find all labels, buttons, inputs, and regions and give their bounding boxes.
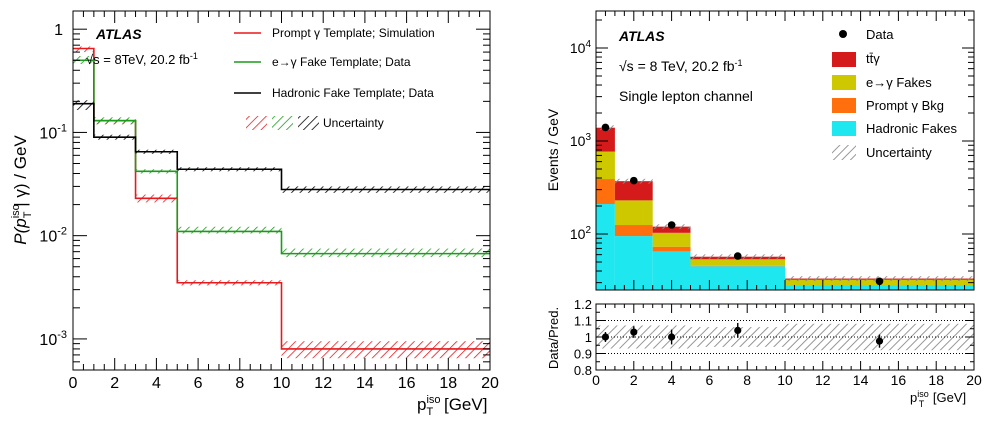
right-energy-label: √s = 8 TeV, 20.2 fb-1 <box>619 58 743 74</box>
legend-efakes-label: e→γ Fakes <box>866 75 932 90</box>
ratio-point <box>630 328 638 336</box>
right-bottom-panel: 0.80.9 11.1 1.2 0 2 4 6 8 10 12 14 16 18 20 Data/Pred… <box>546 297 982 409</box>
y-tick-label: 104 <box>570 39 592 56</box>
legend-unc-grey <box>832 145 856 160</box>
stack-bar <box>614 181 653 201</box>
left-panel: 0 2 4 6 8 10 12 14 16 18 20 1 10-1 10-2 10-3 P(pisoT |… <box>10 10 499 418</box>
ratio-x-axis-label: piso T [GeV] <box>910 389 966 409</box>
uncertainty-band <box>177 226 282 234</box>
ratio-point <box>875 337 884 345</box>
stack-bar <box>652 246 691 252</box>
uncertainty-band <box>73 100 94 110</box>
legend-hadronic-swatch <box>832 121 856 136</box>
x-tick-label: 6 <box>706 372 714 388</box>
legend-efakes-swatch <box>832 75 856 90</box>
right-atlas-label: ATLAS <box>618 28 665 44</box>
y-tick-label: 1 <box>54 22 63 39</box>
legend-hadronic-label: Hadronic Fake Template; Data <box>272 86 434 100</box>
data-point <box>601 123 610 132</box>
y-tick-label: 0.8 <box>574 363 592 378</box>
uncertainty-band <box>281 341 490 359</box>
y-tick-label: 10-1 <box>39 122 67 142</box>
x-tick-label: 14 <box>356 375 374 392</box>
right-channel-label: Single lepton channel <box>619 88 753 104</box>
legend-right-uncertainty-label: Uncertainty <box>866 145 932 160</box>
legend-unc-black <box>298 116 319 130</box>
template-step-line <box>73 59 490 255</box>
x-tick-label: 8 <box>743 372 751 388</box>
x-tick-label: 14 <box>853 372 869 388</box>
ratio-point <box>734 326 742 334</box>
y-tick-label: 1 <box>585 330 592 345</box>
stack-bar <box>596 204 615 290</box>
data-point <box>733 252 742 260</box>
right-y-axis-label: Events / GeV <box>545 108 561 191</box>
y-tick-label: 103 <box>570 132 592 149</box>
x-tick-label: 0 <box>69 375 78 392</box>
x-tick-label: 8 <box>235 375 244 392</box>
legend-data-marker <box>839 30 847 38</box>
legend-uncertainty-label: Uncertainty <box>323 116 384 130</box>
legend-prompt-bkg-label: Prompt γ Bkg <box>866 98 944 113</box>
left-atlas-label: ATLAS <box>95 26 142 42</box>
x-tick-label: 12 <box>314 375 332 392</box>
ratio-y-axis-label: Data/Pred. <box>546 307 561 369</box>
stack-bar <box>596 151 615 180</box>
y-tick-label: 10-2 <box>39 226 67 246</box>
legend-unc-green <box>272 116 293 130</box>
template-step-line <box>73 102 490 191</box>
legend-ttgamma-label: tt̄γ <box>866 51 880 66</box>
x-tick-label: 12 <box>815 372 831 388</box>
x-tick-label: 6 <box>194 375 203 392</box>
stack-bar <box>596 127 615 152</box>
data-point <box>875 277 884 286</box>
stack-bar <box>652 232 691 247</box>
left-x-axis-label: piso T [GeV] <box>417 394 487 418</box>
x-tick-label: 2 <box>630 372 638 388</box>
legend-ttgamma-swatch <box>832 52 856 67</box>
x-tick-label: 10 <box>777 372 793 388</box>
x-tick-label: 16 <box>398 375 416 392</box>
x-tick-label: 20 <box>481 375 499 392</box>
y-tick-label: 10-3 <box>39 329 67 349</box>
ratio-point <box>668 333 676 341</box>
legend-prompt-bkg-swatch <box>832 98 856 113</box>
legend-prompt-label: Prompt γ Template; Simulation <box>272 26 435 40</box>
x-tick-label: 18 <box>439 375 457 392</box>
data-point <box>667 221 676 229</box>
left-y-axis-label: P(pisoT | γ) / GeV <box>10 135 34 245</box>
x-tick-label: 0 <box>592 372 600 388</box>
y-tick-label: 102 <box>570 225 592 242</box>
x-tick-label: 18 <box>928 372 944 388</box>
data-point <box>630 176 638 185</box>
stack-bar <box>614 200 653 225</box>
stack-bar <box>614 224 653 237</box>
x-tick-label: 2 <box>110 375 119 392</box>
left-energy-label: √s = 8TeV, 20.2 fb-1 <box>86 51 198 67</box>
y-tick-label: 1.2 <box>574 297 592 312</box>
stack-bar <box>652 226 691 233</box>
legend-data-label: Data <box>866 27 894 42</box>
y-tick-label: 1.1 <box>574 314 592 329</box>
stack-bar <box>596 179 615 205</box>
legend-efake-label: e→γ Fake Template; Data <box>272 55 411 69</box>
right-top-panel: 102 103 104 Events / GeV ATLAS √s = 8 TeV,… <box>545 10 975 291</box>
x-tick-label: 4 <box>668 372 676 388</box>
legend-unc-red <box>246 116 267 130</box>
x-tick-label: 16 <box>891 372 907 388</box>
x-tick-label: 10 <box>273 375 291 392</box>
stack-bar <box>690 259 785 266</box>
ratio-point <box>601 333 610 341</box>
y-tick-label: 0.9 <box>574 347 592 362</box>
x-tick-label: 4 <box>152 375 161 392</box>
legend-hadronic-fakes-label: Hadronic Fakes <box>866 121 958 136</box>
stack-bar <box>690 266 785 290</box>
x-tick-label: 20 <box>966 372 982 388</box>
